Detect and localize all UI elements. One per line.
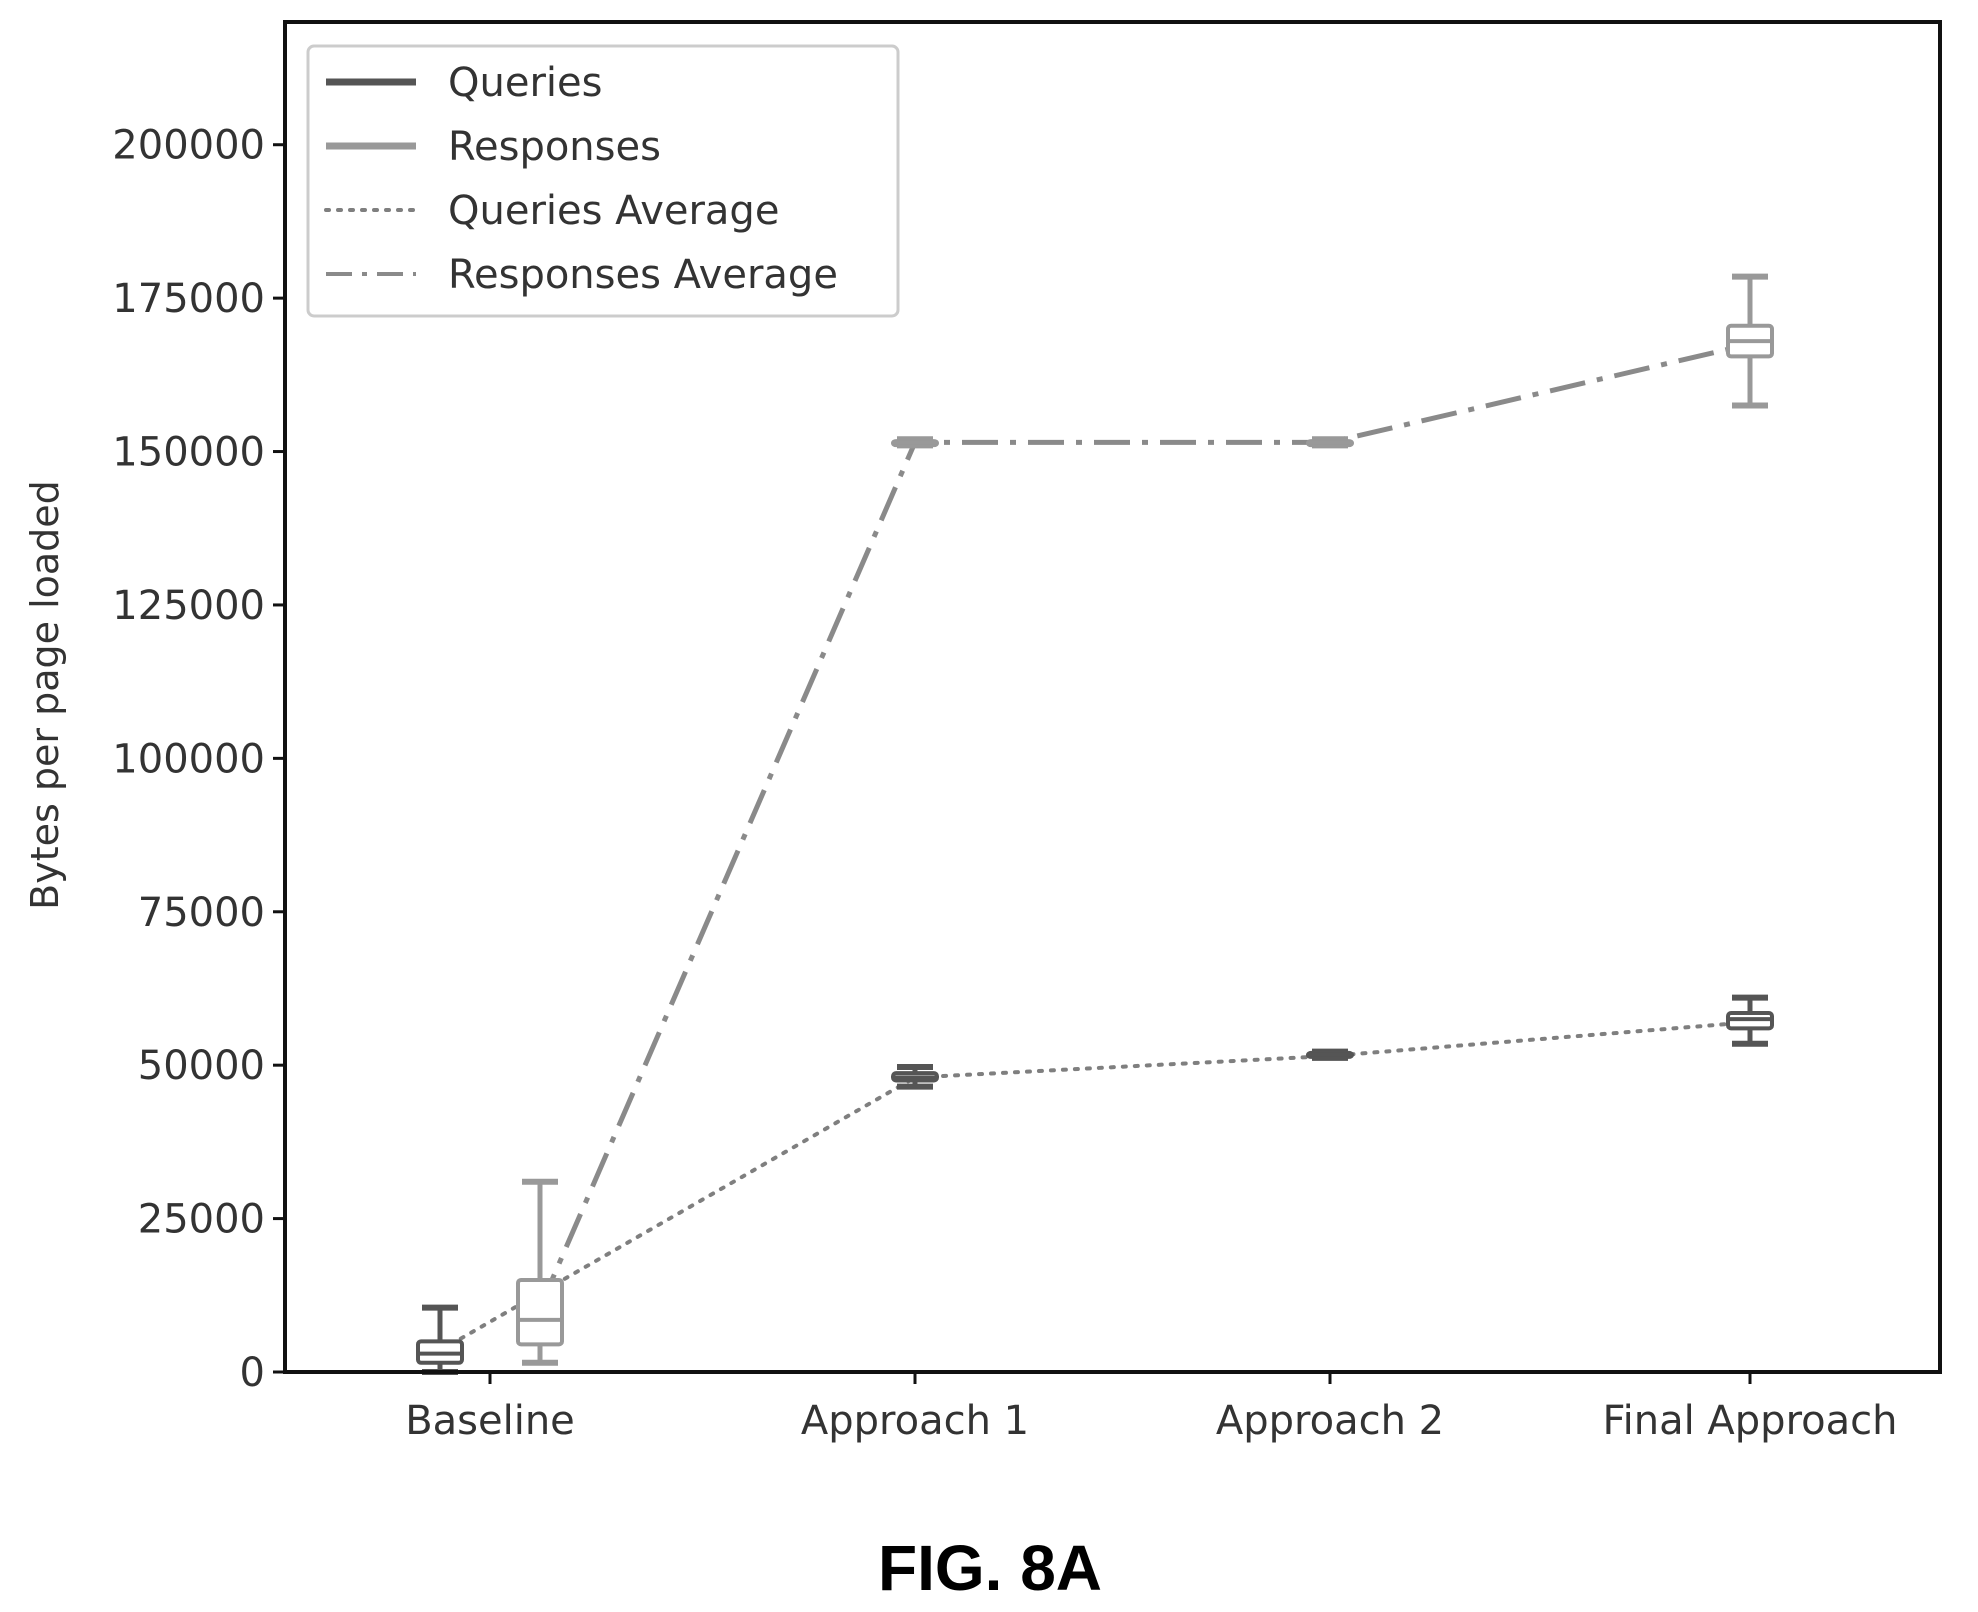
responses-box <box>891 436 939 449</box>
x-tick-label: Final Approach <box>1603 1398 1898 1444</box>
boxplots <box>416 273 1774 1375</box>
y-tick-label: 0 <box>240 1350 265 1396</box>
y-axis-label: Bytes per page loaded <box>23 480 67 910</box>
queries-box <box>1306 1048 1354 1061</box>
responses-box <box>1306 436 1354 449</box>
x-tick-label: Baseline <box>405 1398 575 1444</box>
responses-box <box>516 1178 564 1366</box>
plot-frame <box>283 20 1942 1374</box>
axes: 0 25000 50000 75000 100000 125000 150000 175000… <box>112 20 1942 1444</box>
queries-average-line <box>438 1020 1752 1353</box>
y-tick-label: 175000 <box>112 276 265 322</box>
figure-caption: FIG. 8A <box>878 1532 1102 1604</box>
legend: Queries Responses Queries Average Responses… <box>306 44 900 318</box>
legend-label: Responses <box>448 124 661 170</box>
legend-label: Queries <box>448 60 602 106</box>
y-tick-label: 25000 <box>138 1197 265 1243</box>
y-tick-label: 50000 <box>138 1043 265 1089</box>
y-tick-label: 75000 <box>138 890 265 936</box>
responses-box <box>1726 273 1774 409</box>
legend-label: Responses Average <box>448 252 838 298</box>
y-tick-label: 125000 <box>112 583 265 629</box>
y-tick-label: 150000 <box>112 430 265 476</box>
x-tick-label: Approach 1 <box>801 1398 1029 1444</box>
legend-box <box>306 44 900 318</box>
legend-label: Queries Average <box>448 188 779 234</box>
series-layer <box>438 341 1752 1353</box>
x-tick-label: Approach 2 <box>1216 1398 1444 1444</box>
responses-average-line <box>537 341 1751 1309</box>
y-tick-label: 100000 <box>112 736 265 782</box>
queries-box <box>416 1304 464 1375</box>
box-iqr <box>516 1277 564 1347</box>
y-tick-label: 200000 <box>112 123 265 169</box>
queries-box <box>1726 994 1774 1047</box>
queries-box <box>891 1064 939 1090</box>
